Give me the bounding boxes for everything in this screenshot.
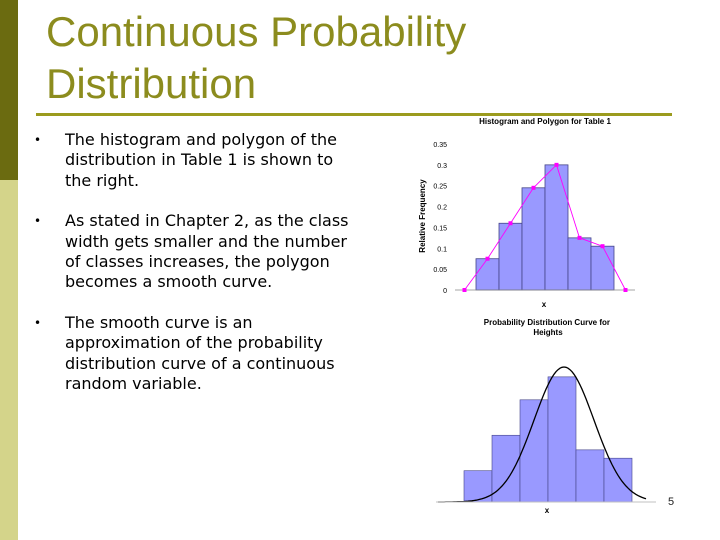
page-number: 5 <box>668 496 675 508</box>
histogram-bar <box>498 222 523 291</box>
y-tick-label: 0.35 <box>433 142 447 149</box>
polygon-point <box>600 244 605 249</box>
y-tick-label: 0.25 <box>433 184 447 191</box>
y-axis-label: Relative Frequency <box>418 179 427 253</box>
histogram-polygon-chart: Histogram and Polygon for Table 1 Relati… <box>418 117 635 309</box>
y-tick-label: 0.2 <box>437 205 447 212</box>
distribution-curve-chart: Probability Distribution Curve for Heigh… <box>436 318 656 515</box>
bullet-item: • The histogram and polygon of the distri… <box>34 130 364 191</box>
frequency-polygon-line <box>464 164 626 291</box>
chart-title-line-2: Heights <box>533 328 563 337</box>
bullet-dot-icon: • <box>34 133 42 147</box>
polygon-point <box>577 235 582 240</box>
histogram-bar <box>575 449 605 503</box>
histogram-bar <box>463 470 493 503</box>
sidebar-light-band <box>0 180 18 540</box>
y-tick-label: 0.05 <box>433 267 447 274</box>
polygon-point <box>508 221 513 226</box>
title-underline <box>36 113 672 116</box>
slide-title: Continuous Probability Distribution <box>46 8 467 107</box>
histogram-bar <box>521 187 546 291</box>
y-tick-label: 0.1 <box>437 246 447 253</box>
histogram-bar <box>519 399 549 503</box>
histogram-bar <box>603 457 633 503</box>
sidebar-dark-band <box>0 0 18 180</box>
bullet-dot-icon: • <box>34 315 42 330</box>
y-tick-label: 0 <box>443 288 447 295</box>
bullet-text: The histogram and polygon of the distrib… <box>65 130 338 190</box>
bullet-text: As stated in Chapter 2, as the class wid… <box>65 211 349 292</box>
polygon-point <box>623 288 628 292</box>
histogram-bar <box>547 376 577 503</box>
polygon-point <box>531 185 536 190</box>
bullet-list: • The histogram and polygon of the distri… <box>34 130 364 394</box>
chart-title: Probability Distribution Curve for Heigh… <box>484 318 612 337</box>
histogram-bar <box>590 245 615 291</box>
chart-title: Histogram and Polygon for Table 1 <box>479 117 611 126</box>
histogram-bar <box>567 237 592 291</box>
polygon-point <box>554 162 559 167</box>
y-tick-label: 0.15 <box>433 225 447 232</box>
bullet-dot-icon: • <box>34 214 42 229</box>
chart-title-line-1: Probability Distribution Curve for <box>484 318 610 327</box>
bullet-text: The smooth curve is an approximation of … <box>65 312 335 394</box>
smooth-distribution-curve <box>438 366 647 503</box>
x-axis-label: x <box>542 300 547 309</box>
polygon-point <box>485 256 490 261</box>
bullet-item: • The smooth curve is an approximation of… <box>34 313 364 395</box>
x-axis-label: x <box>545 506 550 515</box>
polygon-point <box>462 288 467 292</box>
histogram-bar <box>475 258 500 291</box>
bullet-item: • As stated in Chapter 2, as the class wi… <box>34 211 364 293</box>
histogram-bar <box>544 164 569 291</box>
y-tick-label: 0.3 <box>437 163 447 170</box>
